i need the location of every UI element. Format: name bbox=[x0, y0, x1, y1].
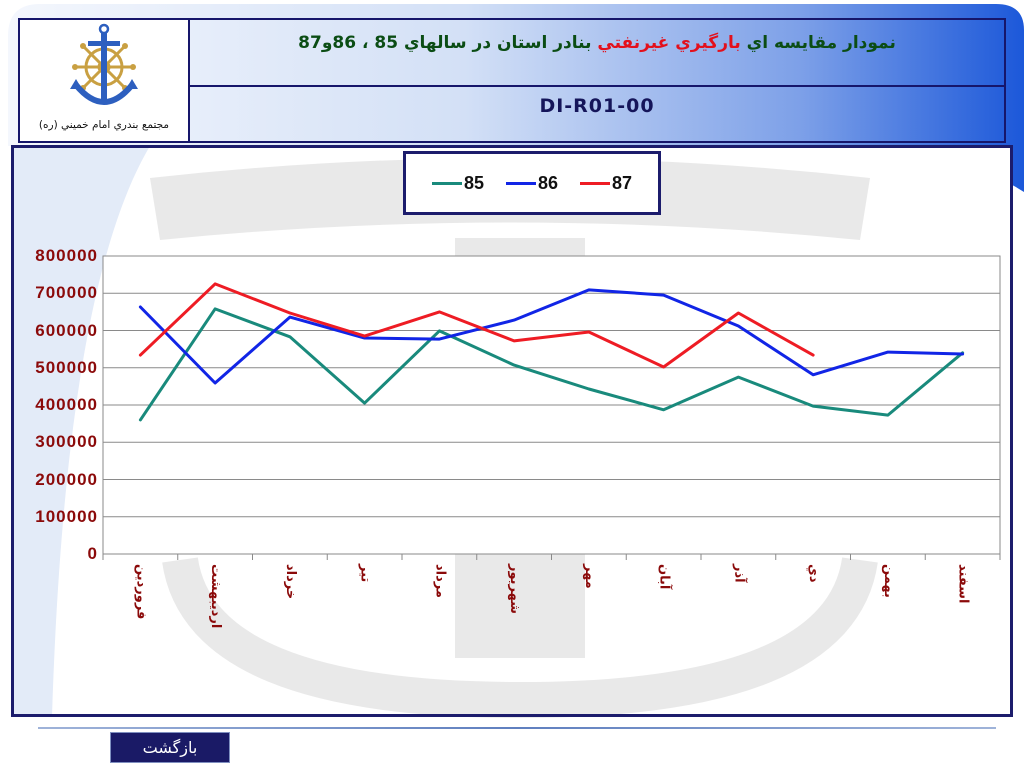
x-tick-label: ارديبهشت bbox=[208, 564, 224, 629]
y-tick-label: 0 bbox=[87, 544, 98, 563]
legend-item-87: 87 bbox=[580, 173, 632, 194]
x-tick-label: خرداد bbox=[282, 564, 298, 600]
legend-label-87: 87 bbox=[612, 172, 633, 193]
logo-cell: مجتمع بندري امام خميني (ره) bbox=[20, 20, 190, 141]
pale-left-swoosh bbox=[12, 146, 150, 716]
title-cell: نمودار مقايسه اي بارگيري غيرنفتي بنادر ا… bbox=[190, 20, 1004, 87]
title-part-2: بارگيري غيرنفتي bbox=[597, 33, 741, 53]
y-tick-label: 700000 bbox=[35, 283, 98, 303]
anchor-logo-icon bbox=[70, 23, 138, 105]
legend-swatch-87 bbox=[580, 181, 611, 185]
x-tick-label: تير bbox=[357, 564, 373, 583]
x-tick-label: شهريور bbox=[507, 564, 523, 614]
x-tick-label: مرداد bbox=[432, 564, 448, 598]
footer-divider bbox=[38, 727, 996, 729]
x-tick-label: بهمن bbox=[880, 564, 896, 598]
legend-label-85: 85 bbox=[463, 172, 484, 193]
x-tick-label: آذر bbox=[731, 564, 747, 583]
series-lines bbox=[138, 282, 965, 422]
logo-caption: مجتمع بندري امام خميني (ره) bbox=[38, 119, 170, 131]
legend-swatch-86 bbox=[505, 181, 536, 185]
series-line-85 bbox=[138, 307, 965, 422]
back-button[interactable]: بازگشت bbox=[110, 732, 230, 763]
x-tick-label: دي bbox=[806, 564, 822, 583]
y-tick-label: 100000 bbox=[35, 506, 98, 526]
title-part-1: نمودار مقايسه اي bbox=[746, 33, 896, 53]
title-part-3: بنادر استان در سالهاي 85 ، 86و87 bbox=[298, 33, 592, 53]
x-tick-marks bbox=[102, 554, 1001, 560]
chart-frame bbox=[11, 145, 1013, 717]
x-tick-label: فروردين bbox=[133, 564, 149, 620]
y-tick-label: 800000 bbox=[35, 246, 98, 265]
x-tick-label: آبان bbox=[656, 564, 672, 590]
series-line-87 bbox=[138, 282, 815, 369]
header-table: مجتمع بندري امام خميني (ره) نمودار مقايس… bbox=[18, 18, 1006, 143]
x-tick-label: مهر bbox=[581, 564, 597, 589]
x-tick-label: اسفند bbox=[955, 564, 971, 604]
document-code-cell: DI-R01-00 bbox=[190, 87, 1004, 141]
legend-label-86: 86 bbox=[537, 172, 559, 193]
y-axis-labels: 800000 700000 600000 500000 400000 300000 2000… bbox=[8, 246, 98, 563]
y-tick-label: 500000 bbox=[35, 357, 98, 377]
grid-lines bbox=[103, 292, 1000, 518]
plot-area-svg bbox=[102, 255, 1001, 560]
legend-swatch-85 bbox=[431, 181, 462, 185]
x-axis-labels: فروردين ارديبهشت خرداد تير مرداد شهريور مهر آبا… bbox=[103, 564, 1000, 694]
document-code: DI-R01-00 bbox=[539, 95, 655, 117]
legend-item-86: 86 bbox=[505, 172, 559, 194]
chart-legend: 85 86 87 bbox=[403, 151, 661, 215]
series-line-86 bbox=[138, 288, 965, 385]
y-tick-label: 400000 bbox=[35, 395, 98, 414]
legend-item-85: 85 bbox=[431, 172, 484, 194]
y-tick-label: 300000 bbox=[35, 432, 98, 452]
page-title: نمودار مقايسه اي بارگيري غيرنفتي بنادر ا… bbox=[190, 20, 1004, 53]
y-tick-label: 200000 bbox=[35, 469, 98, 489]
y-tick-label: 600000 bbox=[35, 320, 98, 340]
